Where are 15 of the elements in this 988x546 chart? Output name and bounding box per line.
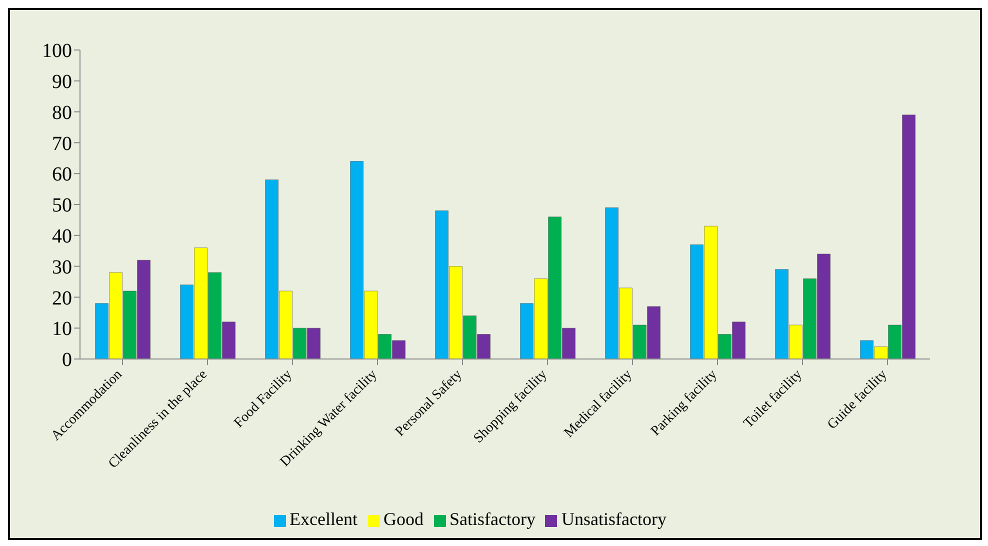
y-tick-label: 60 xyxy=(52,164,72,186)
y-tick-label: 90 xyxy=(52,71,72,93)
legend-label: Satisfactory xyxy=(450,509,536,529)
y-tick-label: 20 xyxy=(52,287,72,310)
y-tick-label: 0 xyxy=(62,349,72,372)
y-tick-label: 80 xyxy=(52,102,72,124)
y-tick-label: 70 xyxy=(52,132,72,155)
y-tick-label: 100 xyxy=(42,40,72,62)
y-tick-label: 30 xyxy=(52,256,72,278)
legend-label: Excellent xyxy=(290,509,358,529)
y-tick-label: 40 xyxy=(52,226,72,248)
y-tick-label: 50 xyxy=(52,194,72,217)
y-tick-label: 10 xyxy=(52,318,72,340)
legend-label: Good xyxy=(384,509,424,529)
legend-label: Unsatisfactory xyxy=(561,509,666,529)
